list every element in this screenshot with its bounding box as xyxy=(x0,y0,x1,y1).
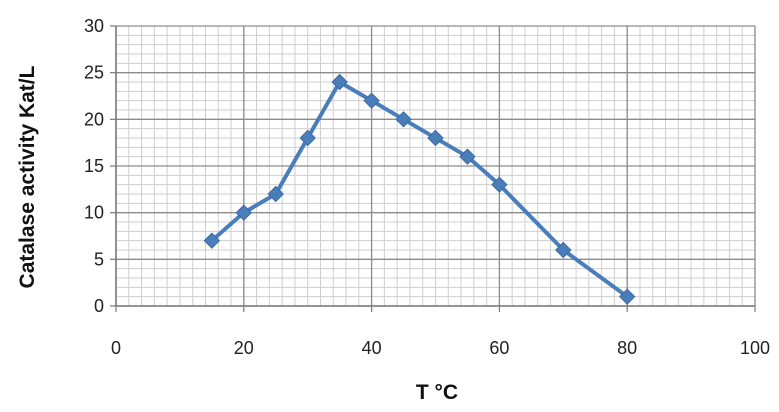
y-tick-label: 0 xyxy=(94,296,104,316)
x-tick-label: 0 xyxy=(111,338,121,358)
data-point xyxy=(427,129,444,147)
plot-frame xyxy=(110,25,756,312)
series-group xyxy=(203,73,636,305)
y-tick-labels: 0 5 10 15 20 25 30 xyxy=(84,16,104,316)
data-point xyxy=(618,288,636,305)
x-tick-labels: 0 20 40 60 80 100 xyxy=(111,338,770,358)
x-tick-label: 40 xyxy=(362,338,382,358)
y-tick-label: 5 xyxy=(94,249,104,269)
x-tick-label: 20 xyxy=(234,338,254,358)
y-tick-label: 10 xyxy=(84,203,104,223)
x-tick-label: 80 xyxy=(617,338,637,358)
data-point xyxy=(203,232,221,249)
data-point xyxy=(299,129,316,147)
y-tick-label: 30 xyxy=(84,16,104,36)
x-tick-label: 100 xyxy=(740,338,770,358)
y-tick-label: 25 xyxy=(84,63,104,83)
data-point xyxy=(235,204,253,221)
y-tick-label: 20 xyxy=(84,109,104,129)
x-tick-label: 60 xyxy=(489,338,509,358)
y-tick-label: 15 xyxy=(84,156,104,176)
y-axis-title: Catalase activity Kat/L xyxy=(16,65,39,288)
data-point xyxy=(331,73,348,91)
data-point xyxy=(267,185,284,203)
x-axis-title: T °C xyxy=(416,381,458,404)
series-line xyxy=(210,80,629,299)
data-point xyxy=(363,92,380,109)
data-point xyxy=(555,241,572,259)
data-point xyxy=(491,176,508,193)
data-point xyxy=(459,148,476,165)
data-point xyxy=(395,111,412,128)
